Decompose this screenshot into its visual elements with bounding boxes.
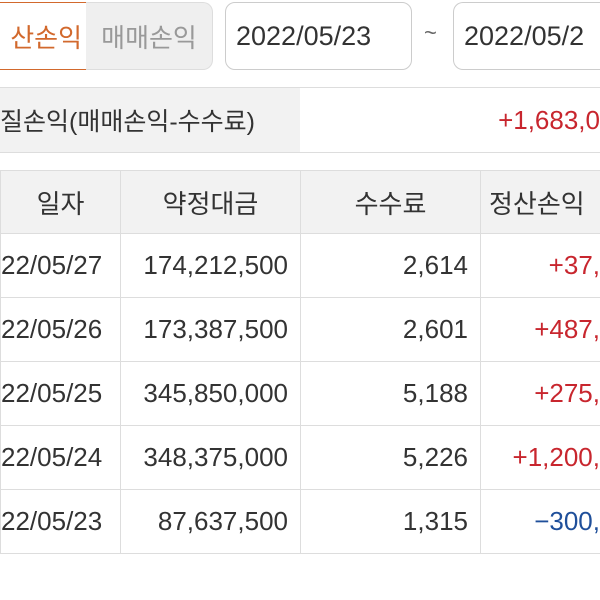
row-fee: 2,601 xyxy=(300,297,481,362)
table-row[interactable]: 22/05/26 173,387,500 2,601 +487, xyxy=(0,297,600,362)
row-amount: 348,375,000 xyxy=(120,425,301,490)
date-separator: ~ xyxy=(424,20,437,45)
row-amount: 87,637,500 xyxy=(120,489,301,554)
row-amount: 345,850,000 xyxy=(120,361,301,426)
row-fee: 1,315 xyxy=(300,489,481,554)
row-pnl: +275, xyxy=(480,361,600,426)
row-date: 22/05/27 xyxy=(0,233,121,298)
row-fee: 5,226 xyxy=(300,425,481,490)
row-pnl: −300, xyxy=(480,489,600,554)
row-amount: 174,212,500 xyxy=(120,233,301,298)
row-date: 22/05/23 xyxy=(0,489,121,554)
row-date: 22/05/24 xyxy=(0,425,121,490)
table-row[interactable]: 22/05/23 87,637,500 1,315 −300, xyxy=(0,489,600,554)
row-pnl: +487, xyxy=(480,297,600,362)
table-row[interactable]: 22/05/27 174,212,500 2,614 +37, xyxy=(0,233,600,298)
row-fee: 2,614 xyxy=(300,233,481,298)
end-date-field[interactable]: 2022/05/2 xyxy=(453,2,600,70)
header-fee: 수수료 xyxy=(300,170,481,234)
row-pnl: +37, xyxy=(480,233,600,298)
header-date: 일자 xyxy=(0,170,121,234)
table-header: 일자 약정대금 수수료 정산손익 xyxy=(0,170,600,234)
row-fee: 5,188 xyxy=(300,361,481,426)
summary-value: +1,683,0 xyxy=(498,104,600,135)
pnl-table: 일자 약정대금 수수료 정산손익 22/05/27 174,212,500 2,61… xyxy=(0,170,600,554)
summary-row: 질손익(매매손익-수수료) +1,683,0 xyxy=(0,87,600,153)
row-amount: 173,387,500 xyxy=(120,297,301,362)
header-amount: 약정대금 xyxy=(120,170,301,234)
table-row[interactable]: 22/05/24 348,375,000 5,226 +1,200, xyxy=(0,425,600,490)
tab-trading-pnl[interactable]: 매매손익 xyxy=(86,2,213,70)
table-row[interactable]: 22/05/25 345,850,000 5,188 +275, xyxy=(0,361,600,426)
row-pnl: +1,200, xyxy=(480,425,600,490)
row-date: 22/05/26 xyxy=(0,297,121,362)
summary-label: 질손익(매매손익-수수료) xyxy=(0,88,300,152)
tab-settlement-pnl[interactable]: 산손익 xyxy=(0,2,87,70)
row-date: 22/05/25 xyxy=(0,361,121,426)
header-pnl: 정산손익 xyxy=(480,170,600,234)
start-date-field[interactable]: 2022/05/23 xyxy=(225,2,412,70)
